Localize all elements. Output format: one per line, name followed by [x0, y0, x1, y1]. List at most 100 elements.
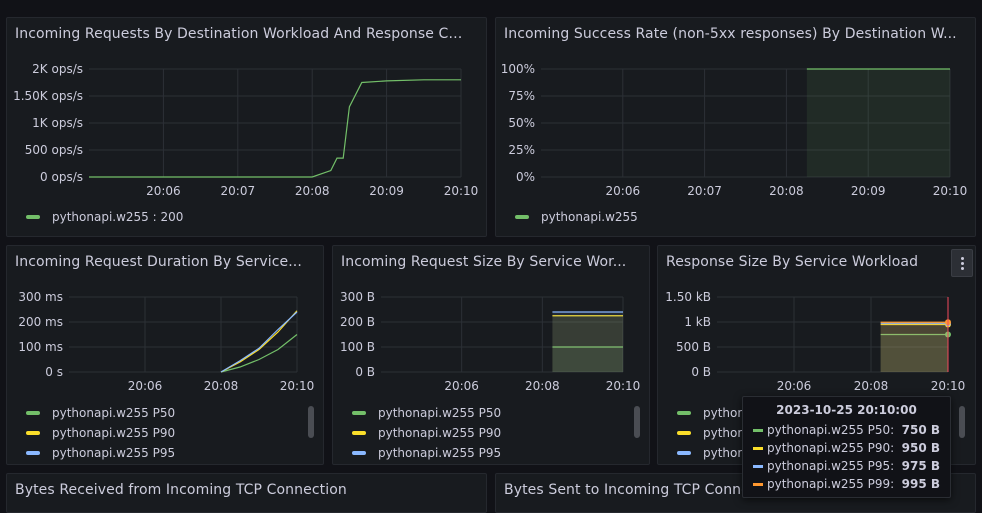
legend-label: pythonapi.w255 P50: [52, 406, 176, 420]
legend-scrollbar[interactable]: [634, 406, 640, 438]
tooltip-swatch: [753, 428, 763, 432]
legend-swatch: [26, 451, 40, 455]
x-tick-label: 20:06: [128, 379, 163, 393]
panel-title: Bytes Received from Incoming TCP Connect…: [15, 482, 347, 498]
legend-item[interactable]: pythonapi.w255 P50: [26, 403, 175, 423]
panel-request-duration[interactable]: Incoming Request Duration By Service... …: [6, 245, 324, 465]
y-tick-label: 500 ops/s: [25, 143, 83, 157]
duration-chart[interactable]: 300 ms 200 ms 100 ms 0 s 20:06 20:08 20:10: [7, 246, 324, 465]
series-line: [89, 79, 461, 178]
x-tick-label: 20:10: [606, 379, 641, 393]
legend-swatch: [26, 215, 40, 219]
y-tick-label: 1.50 kB: [665, 290, 711, 304]
x-tick-label: 20:06: [606, 184, 641, 198]
legend-scrollbar[interactable]: [308, 406, 314, 438]
legend-item[interactable]: pythonapi.w255 P95: [26, 443, 175, 463]
y-tick-label: 75%: [508, 89, 535, 103]
panel-request-size[interactable]: Incoming Request Size By Service Wor... …: [332, 245, 650, 465]
legend-swatch: [515, 215, 529, 219]
series-area: [880, 322, 948, 372]
legend: pythonapi.w255: [515, 207, 638, 227]
panel-success-rate[interactable]: Incoming Success Rate (non-5xx responses…: [495, 17, 976, 237]
legend-swatch: [677, 451, 691, 455]
y-tick-label: 300 B: [340, 290, 375, 304]
tooltip-series-name: pythonapi.w255 P99:: [767, 477, 895, 491]
series-area: [552, 347, 623, 372]
legend: pythonapi.w255 : 200: [26, 207, 183, 227]
legend-label: pythonapi.w255 P95: [378, 446, 502, 460]
series-line: [220, 311, 298, 373]
x-tick-label: 20:06: [777, 379, 812, 393]
y-tick-label: 300 ms: [18, 290, 63, 304]
y-tick-label: 0 ops/s: [40, 170, 83, 184]
x-tick-label: 20:09: [369, 184, 404, 198]
series-line: [220, 310, 298, 373]
request-size-chart[interactable]: 300 B 200 B 100 B 0 B 20:06 20:08 20:10: [333, 246, 650, 465]
y-tick-label: 100%: [501, 62, 535, 76]
legend-swatch: [677, 431, 691, 435]
panel-bytes-received[interactable]: Bytes Received from Incoming TCP Connect…: [6, 473, 487, 513]
series-area: [880, 324, 948, 372]
x-tick-label: 20:06: [146, 184, 181, 198]
x-tick-label: 20:10: [933, 184, 968, 198]
legend-item[interactable]: pythonapi.w255 : 200: [26, 207, 183, 227]
tooltip-value: 975 B: [901, 459, 940, 473]
y-tick-label: 1.50K ops/s: [13, 89, 83, 103]
y-tick-label: 50%: [508, 116, 535, 130]
legend-label: pythonapi.w255 P90: [378, 426, 502, 440]
tooltip-swatch: [753, 482, 763, 486]
y-tick-label: 500 B: [676, 340, 711, 354]
panel-menu-button[interactable]: [951, 249, 973, 277]
y-tick-label: 200 B: [340, 315, 375, 329]
success-rate-chart[interactable]: 100% 75% 50% 25% 0% 20:06 20:07 20:08 20:09 20:10: [496, 18, 976, 237]
y-tick-label: 100 ms: [18, 340, 63, 354]
tooltip-swatch: [753, 464, 763, 468]
tooltip-time: 2023-10-25 20:10:00: [776, 403, 917, 417]
tooltip-row: pythonapi.w255 P50: 750 B: [743, 421, 950, 439]
legend-scrollbar[interactable]: [959, 406, 965, 438]
legend-item[interactable]: pythonapi.w255: [515, 207, 638, 227]
x-tick-label: 20:07: [221, 184, 256, 198]
series-area: [880, 323, 948, 372]
requests-chart[interactable]: 2K ops/s 1.50K ops/s 1K ops/s 500 ops/s 0 op…: [7, 18, 487, 237]
response-size-chart[interactable]: 1.50 kB 1 kB 500 B 0 B 20:06 20:08 20:10: [658, 246, 976, 465]
y-tick-label: 100 B: [340, 340, 375, 354]
tooltip-value: 750 B: [901, 423, 940, 437]
legend-item[interactable]: pythonapi.w255 P50: [352, 403, 501, 423]
legend-label: pythonapi.w255 : 200: [52, 210, 184, 224]
y-tick-label: 0 s: [45, 365, 63, 379]
x-tick-label: 20:06: [444, 379, 479, 393]
legend-item[interactable]: pythonapi.w255 P90: [26, 423, 175, 443]
tooltip-row: pythonapi.w255 P95: 975 B: [743, 457, 950, 475]
legend-item[interactable]: pythonapi.w255 P95: [352, 443, 501, 463]
legend-swatch: [352, 411, 366, 415]
x-tick-label: 20:10: [280, 379, 315, 393]
tooltip-series-name: pythonapi.w255 P95:: [767, 459, 895, 473]
y-tick-label: 1 kB: [684, 315, 711, 329]
tooltip-swatch: [753, 446, 763, 450]
legend: pythonapi.w255 P50 pythonapi.w255 P90 py…: [352, 403, 501, 463]
legend-swatch: [352, 431, 366, 435]
x-tick-label: 20:08: [204, 379, 239, 393]
legend-label: pythonapi.w255 P50: [378, 406, 502, 420]
x-tick-label: 20:07: [687, 184, 722, 198]
tooltip-row: pythonapi.w255 P90: 950 B: [743, 439, 950, 457]
tooltip-row: pythonapi.w255 P99: 995 B: [743, 475, 950, 493]
series-line: [220, 334, 298, 373]
legend-swatch: [352, 451, 366, 455]
y-tick-label: 25%: [508, 143, 535, 157]
x-tick-label: 20:08: [769, 184, 804, 198]
panel-incoming-requests[interactable]: Incoming Requests By Destination Workloa…: [6, 17, 487, 237]
menu-dot: [960, 256, 964, 260]
y-tick-label: 200 ms: [18, 315, 63, 329]
series-area: [880, 334, 948, 372]
tooltip-value: 995 B: [901, 477, 940, 491]
legend-item[interactable]: pythonapi.w255 P90: [352, 423, 501, 443]
x-tick-label: 20:10: [444, 184, 479, 198]
tooltip-value: 950 B: [901, 441, 940, 455]
x-tick-label: 20:10: [931, 379, 966, 393]
y-tick-label: 0 B: [355, 365, 375, 379]
series-area: [552, 312, 623, 372]
y-tick-label: 0%: [516, 170, 535, 184]
y-tick-label: 1K ops/s: [32, 116, 83, 130]
